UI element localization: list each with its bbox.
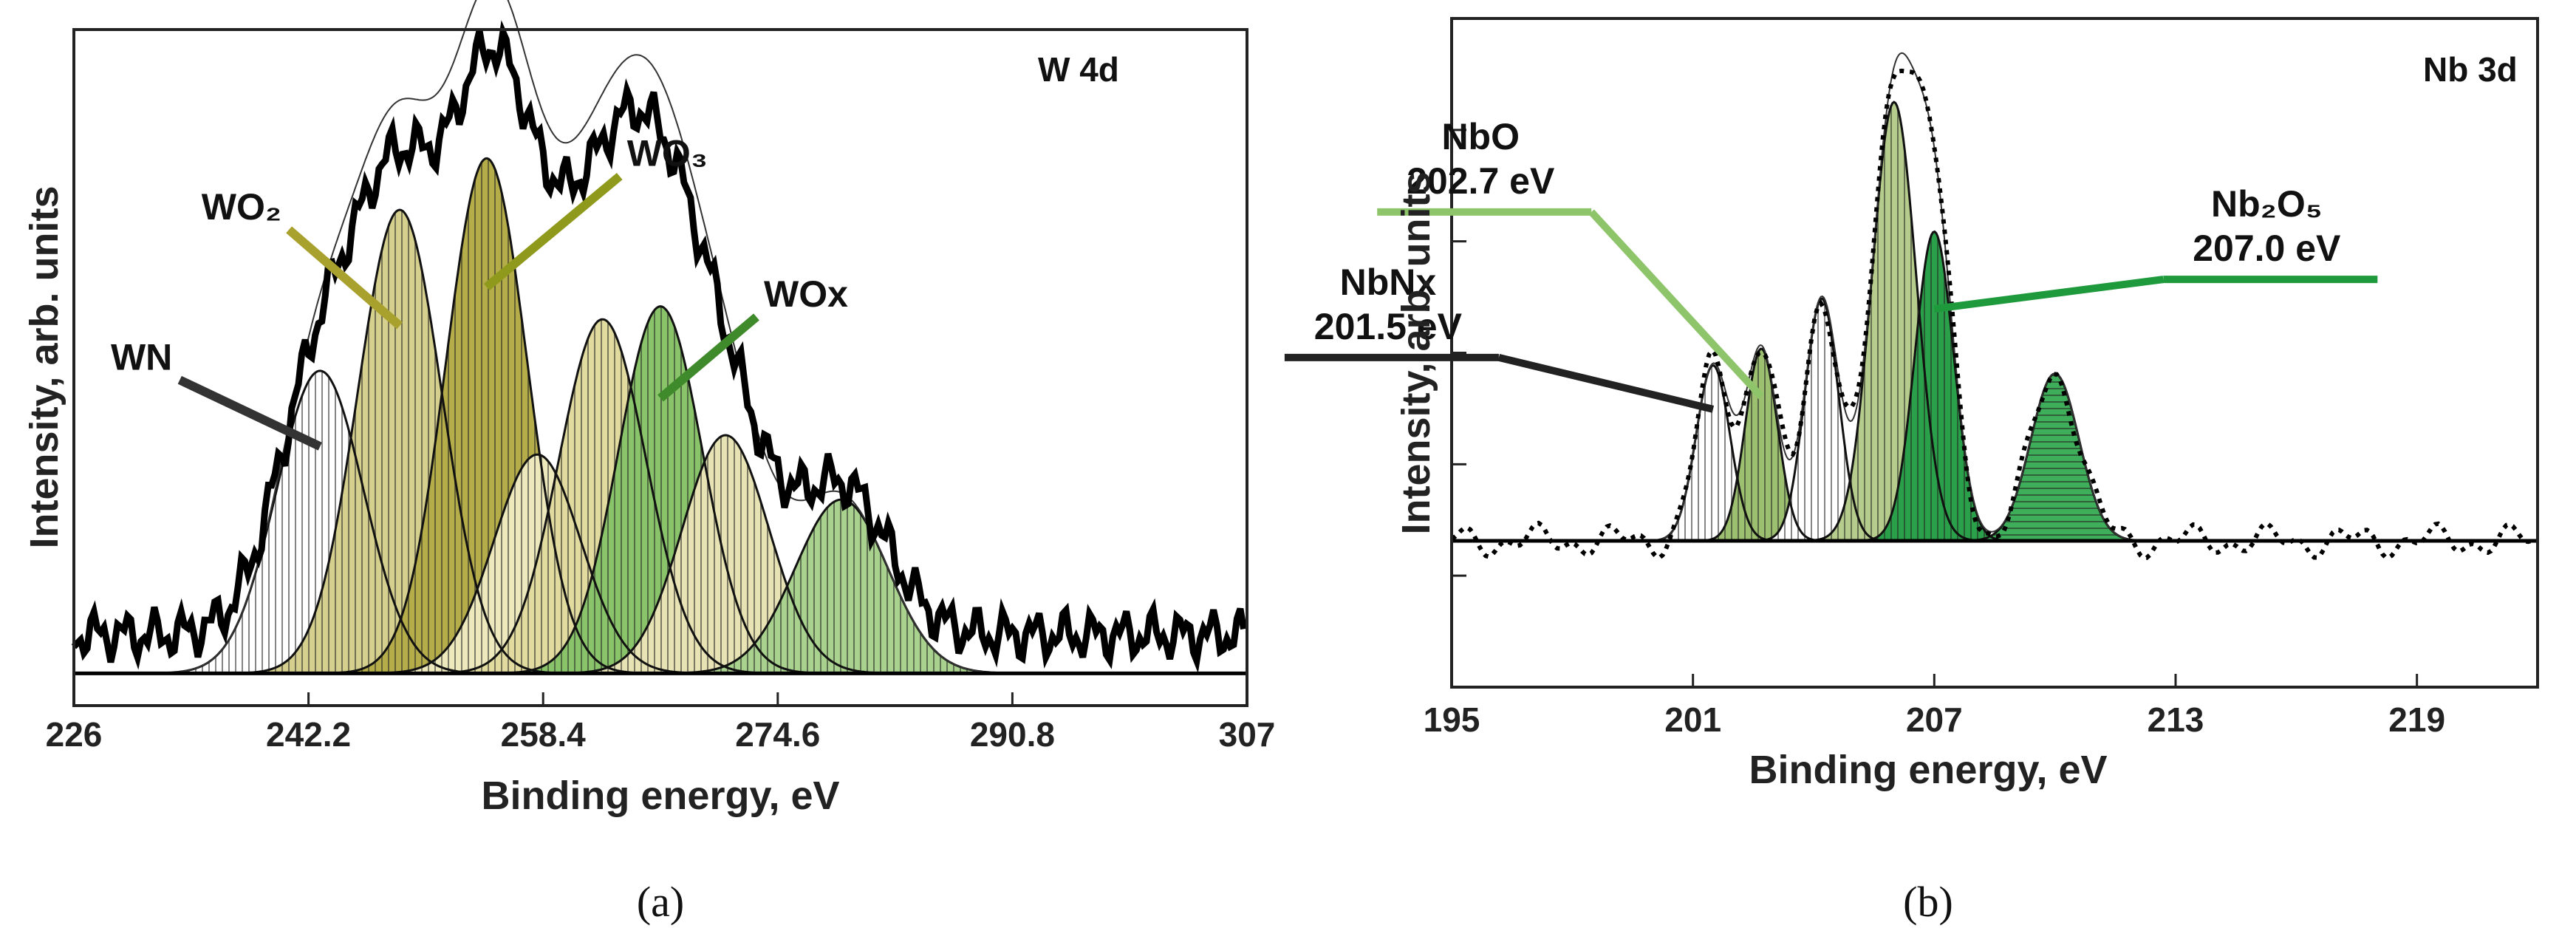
b-annotation-leader-0: [1497, 353, 1715, 413]
a-annotation-label-2: WO₃: [627, 133, 708, 174]
b-annotation-label-0: NbNx: [1340, 262, 1437, 303]
a-peak-hatch-6: [551, 435, 900, 674]
a-annotation-leader-3: [657, 313, 759, 402]
b-annotation-value-1: 202.7 eV: [1407, 160, 1555, 202]
b-peak-curve-1: [1697, 347, 1825, 542]
b-caption: (b): [1903, 878, 1953, 926]
a-plot-frame: [72, 28, 1248, 707]
a-annotation-leader-0: [177, 375, 322, 451]
b-panel-title: Nb 3d: [2423, 50, 2518, 89]
b-peak-hatch-2: [1754, 298, 1890, 542]
a-annotations: WN WO₂ WO₃ WOx: [111, 133, 848, 451]
a-x-axis-label: Binding energy, eV: [481, 774, 839, 818]
panel-a-chart: 226 242.2 258.4 274.6 290.8 307 WN WO₂ WO₃ WOx W…: [22, 0, 1275, 926]
b-peak-curve-2: [1754, 297, 1890, 542]
a-peak-curve-3: [363, 453, 711, 675]
a-x-tick-label-3: 274.6: [735, 715, 820, 754]
a-peak-hatch-1: [231, 210, 568, 674]
b-annotation-value-2: 207.0 eV: [2193, 228, 2341, 269]
b-x-tick-label-0: 195: [1424, 700, 1480, 739]
b-measured-trace: [1450, 68, 2536, 561]
a-peak-hatch-5: [492, 306, 829, 674]
a-annotation-label-1: WO₂: [202, 186, 281, 228]
b-annotation-label-1: NbO: [1441, 116, 1520, 157]
b-peak-curve-4: [1856, 230, 2011, 542]
a-x-tick-label-0: 226: [46, 715, 103, 754]
b-x-tick-label-2: 207: [1906, 700, 1963, 739]
b-peak-curve-3: [1805, 100, 1983, 542]
a-curves: [71, 0, 1247, 675]
b-peak-hatch-4: [1856, 231, 2012, 542]
a-annotation-label-0: WN: [111, 336, 172, 378]
b-annotation-leader-2: [1933, 276, 2164, 313]
a-peak-curve-5: [492, 305, 828, 675]
b-y-axis-label: Intensity, arb. units: [1394, 171, 1438, 534]
a-x-tick-label-2: 258.4: [501, 715, 587, 754]
a-x-tick-label-5: 307: [1219, 715, 1276, 754]
b-peak-hatch-3: [1805, 102, 1983, 542]
b-annotation-label-2: Nb₂O₅: [2211, 183, 2323, 225]
b-annotation-value-0: 201.5 eV: [1314, 306, 1463, 347]
a-y-axis-label: Intensity, arb. units: [22, 185, 66, 548]
b-x-axis-label: Binding energy, eV: [1749, 748, 2107, 792]
b-y-ticks: [1452, 129, 1466, 577]
a-peak-curve-2: [324, 157, 649, 675]
b-curves: [1450, 52, 2538, 561]
a-peak-hatch-7: [656, 499, 1028, 674]
a-peak-hatch-2: [324, 158, 649, 674]
a-peak-curve-1: [231, 208, 567, 675]
b-annotation-leader-1: [1588, 209, 1764, 400]
a-peak-fills: [146, 158, 1028, 674]
b-x-tick-label-3: 213: [2148, 700, 2204, 739]
a-annotation-leader-2: [483, 172, 623, 291]
a-peak-curve-6: [552, 434, 899, 675]
b-peak-hatch-1: [1697, 349, 1826, 542]
b-peak-hatch-5: [1958, 373, 2152, 542]
b-x-tick-label-1: 201: [1664, 700, 1721, 739]
b-peak-fills: [1645, 102, 2152, 542]
a-measured-trace: [71, 20, 1247, 674]
b-x-tick-label-4: 219: [2388, 700, 2445, 739]
a-annotation-leader-1: [286, 226, 403, 330]
a-caption: (a): [637, 878, 684, 926]
a-panel-title: W 4d: [1038, 50, 1119, 89]
a-x-tick-label-1: 242.2: [266, 715, 351, 754]
a-peak-curve-4: [428, 318, 776, 675]
a-peak-hatch-4: [428, 319, 776, 674]
a-peak-hatch-0: [146, 370, 494, 674]
b-peak-hatch-0: [1645, 365, 1781, 542]
a-x-ticks: 226 242.2 258.4 274.6 290.8 307: [46, 692, 1276, 754]
a-annotation-label-3: WOx: [764, 273, 848, 315]
b-x-ticks: 195 201 207 213 219: [1424, 674, 2445, 739]
a-x-tick-label-4: 290.8: [970, 715, 1055, 754]
